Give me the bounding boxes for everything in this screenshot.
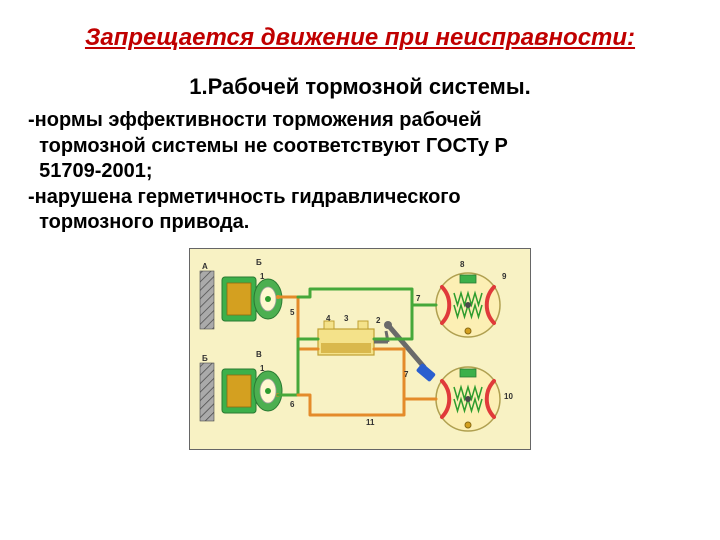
svg-text:7: 7 xyxy=(404,370,409,379)
svg-text:3: 3 xyxy=(344,314,349,323)
bullet-2-line-2: тормозного привода. xyxy=(28,210,684,236)
slide-subtitle: 1.Рабочей тормозной системы. xyxy=(28,74,692,100)
svg-text:6: 6 xyxy=(290,400,295,409)
svg-text:2: 2 xyxy=(376,316,381,325)
svg-text:9: 9 xyxy=(502,272,507,281)
bullet-1-line-3: 51709-2001; xyxy=(28,159,684,185)
svg-text:А: А xyxy=(202,262,208,271)
svg-text:В: В xyxy=(256,350,262,359)
bullet-1-line-2: тормозной системы не соответствуют ГОСТу… xyxy=(28,134,684,160)
svg-text:Б: Б xyxy=(256,258,262,267)
svg-text:1: 1 xyxy=(260,364,265,373)
svg-text:7: 7 xyxy=(416,294,421,303)
svg-text:4: 4 xyxy=(326,314,331,323)
svg-text:Б: Б xyxy=(202,354,208,363)
body-text: -нормы эффективности торможения рабочей … xyxy=(28,108,684,236)
svg-text:8: 8 xyxy=(460,260,465,269)
bullet-2-line-1: -нарушена герметичность гидравлического xyxy=(28,185,684,211)
slide-title: Запрещается движение при неисправности: xyxy=(28,24,692,52)
brake-system-diagram: АББВ115623477891011 xyxy=(189,248,531,450)
svg-text:11: 11 xyxy=(366,418,375,427)
bullet-1-line-1: -нормы эффективности торможения рабочей xyxy=(28,108,684,134)
svg-text:1: 1 xyxy=(260,272,265,281)
svg-text:5: 5 xyxy=(290,308,295,317)
svg-text:10: 10 xyxy=(504,392,513,401)
